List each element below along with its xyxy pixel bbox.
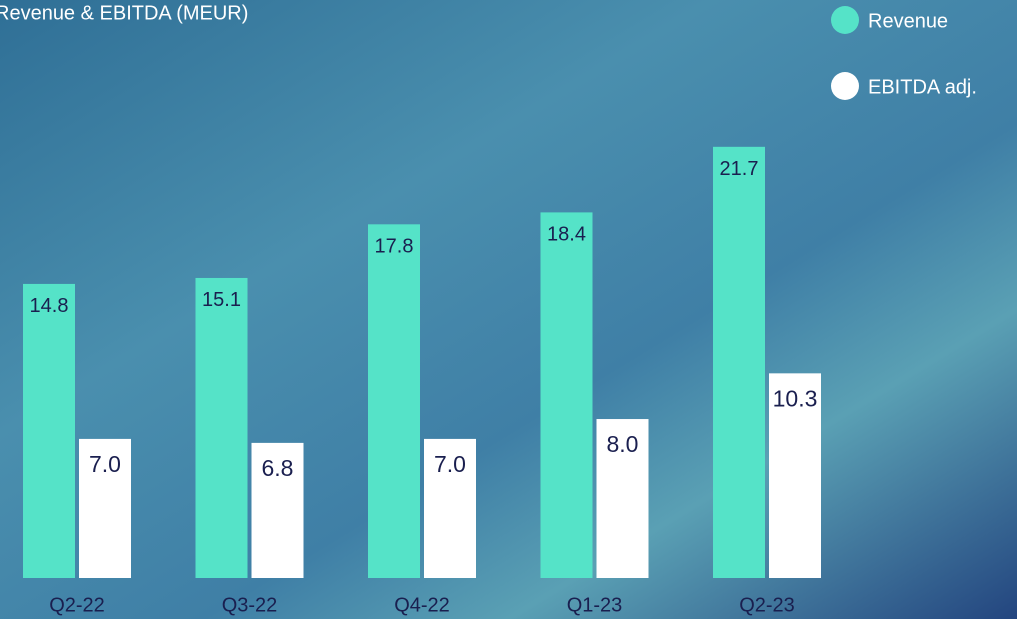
data-label: 14.8 [30,295,69,317]
data-label: 21.7 [720,158,759,180]
bar [368,224,420,578]
x-tick-label: Q1-23 [567,594,623,616]
data-label: 6.8 [262,455,294,481]
bar [713,146,765,579]
bar [540,212,593,578]
bar [424,438,476,578]
bar [596,419,649,578]
bar [251,442,304,578]
data-label: 7.0 [89,451,121,477]
legend-marker [831,72,859,100]
bar [23,283,75,578]
legend-marker [831,6,859,34]
x-tick-label: Q4-22 [394,594,450,616]
legend-label: EBITDA adj. [868,76,977,98]
bar [79,438,131,578]
data-label: 18.4 [547,224,586,246]
bar [195,277,248,578]
x-tick-label: Q3-22 [222,594,278,616]
data-label: 17.8 [375,236,414,258]
data-label: 15.1 [202,289,241,311]
legend-label: Revenue [868,10,948,32]
x-tick-label: Q2-23 [739,594,795,616]
data-label: 10.3 [773,385,818,411]
data-label: 7.0 [434,451,466,477]
chart-title: Revenue & EBITDA (MEUR) [0,2,248,24]
bar [769,373,821,578]
x-tick-label: Q2-22 [49,594,105,616]
data-label: 8.0 [607,431,639,457]
